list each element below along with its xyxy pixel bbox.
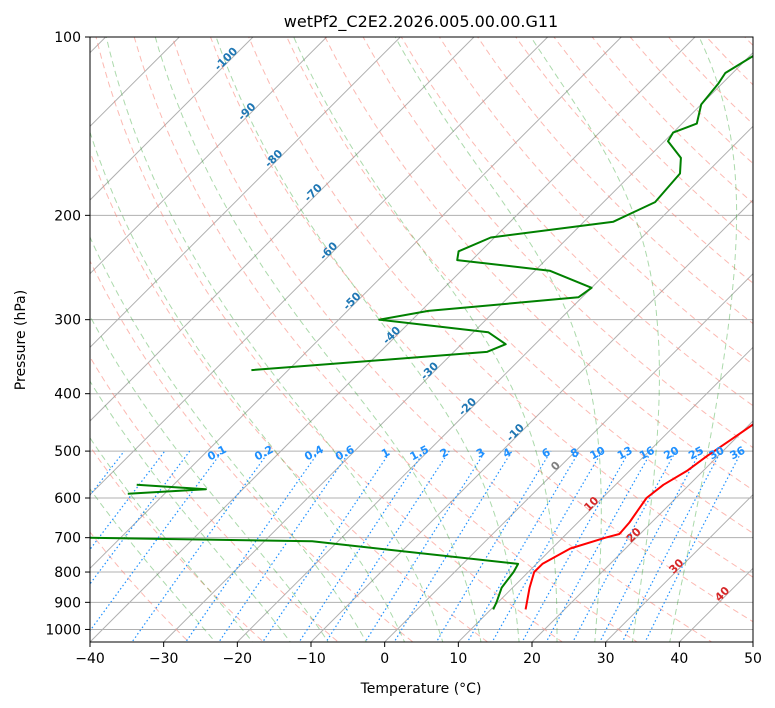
moist-adiabat [394, 37, 602, 642]
dry-adiabat [90, 356, 339, 642]
mixing-ratio-label: 36 [728, 444, 748, 463]
mixing-ratio-line [393, 450, 513, 642]
dry-adiabat [324, 37, 753, 491]
mixing-ratio-line [599, 450, 702, 642]
isotherm-line [90, 37, 401, 349]
mixing-ratio-line [364, 450, 486, 642]
y-tick-label: 900 [54, 595, 81, 611]
dewpoint-spike [127, 483, 207, 495]
isotherm-line [90, 37, 622, 570]
moist-adiabat [669, 37, 738, 642]
isotherm-line [90, 37, 696, 642]
moist-adiabat [90, 436, 254, 642]
x-tick-label: −30 [149, 651, 179, 667]
dewpoint-upper-profile [251, 54, 753, 372]
x-tick-label: −40 [75, 651, 105, 667]
mixing-ratio-label: 30 [707, 444, 727, 463]
y-tick-label: 100 [54, 30, 81, 46]
x-tick-label: 30 [597, 651, 615, 667]
moist-adiabat [90, 130, 406, 642]
dewpoint-profile [90, 536, 520, 610]
y-tick-label: 500 [54, 444, 81, 460]
isotherm-line [90, 37, 254, 201]
moist-adiabat [90, 488, 216, 642]
dry-adiabat [515, 37, 753, 284]
moist-adiabat [105, 37, 444, 642]
mixing-ratio-label: 13 [615, 444, 635, 463]
moist-adiabat [293, 37, 558, 642]
mixing-ratio-line [466, 450, 580, 642]
mixing-ratio-line [262, 450, 392, 642]
x-tick-label: 10 [449, 651, 467, 667]
moist-adiabat [530, 37, 660, 642]
isotherm-line [90, 37, 328, 275]
y-tick-label: 300 [54, 313, 81, 329]
dry-adiabat [133, 37, 638, 642]
dry-adiabat [248, 37, 753, 578]
isotherm-line [236, 125, 753, 642]
moist-adiabat [215, 37, 520, 642]
dry-adiabat [171, 37, 713, 642]
x-axis-title: Temperature (°C) [360, 681, 482, 697]
isotherm-line [90, 37, 549, 496]
dry-adiabat [362, 37, 753, 449]
y-tick-label: 600 [54, 491, 81, 507]
temperature-profile [524, 423, 753, 610]
x-tick-label: 40 [670, 651, 688, 667]
mixing-ratio-label: 20 [662, 444, 682, 463]
moist-adiabat [90, 235, 367, 642]
mixing-ratio-line [298, 450, 425, 642]
dry-adiabat [90, 531, 190, 642]
dry-adiabat [95, 37, 564, 642]
mixing-ratio-line [325, 450, 450, 642]
isotherm-line [384, 272, 753, 642]
mixing-ratio-line [131, 450, 270, 642]
dry-adiabat [90, 445, 265, 642]
grid-layer [90, 37, 753, 642]
isotherm-line [457, 346, 753, 642]
moist-adiabat [90, 380, 291, 642]
mixing-ratio-line [491, 450, 603, 642]
y-tick-label: 1000 [45, 622, 81, 638]
dry-adiabat [90, 259, 414, 642]
plot-frame [89, 36, 754, 643]
y-tick-label: 400 [54, 387, 81, 403]
mixing-ratio-line [218, 450, 351, 642]
y-tick-label: 700 [54, 531, 81, 547]
y-tick-label: 800 [54, 565, 81, 581]
chart-title: wetPf2_C2E2.2026.005.00.00.G11 [284, 12, 558, 32]
moist-adiabat [90, 314, 329, 642]
mixing-ratio-label: 10 [588, 444, 608, 463]
isotherm-line [310, 199, 753, 642]
mixing-ratio-line [435, 450, 552, 642]
moist-adiabat [154, 37, 482, 642]
isotherm-line [605, 493, 753, 642]
mixing-ratio-label: 25 [686, 444, 706, 463]
dry-adiabat [90, 150, 489, 642]
data-layer [90, 54, 753, 610]
dry-adiabat [286, 37, 753, 534]
x-tick-label: 20 [523, 651, 541, 667]
x-tick-label: −20 [223, 651, 253, 667]
dry-adiabat [209, 37, 753, 623]
x-tick-label: 50 [744, 651, 762, 667]
mixing-ratio-line [545, 450, 653, 642]
y-axis-title: Pressure (hPa) [13, 290, 29, 390]
x-tick-label: 0 [380, 651, 389, 667]
isotherm-line [90, 37, 475, 422]
isotherm-line [531, 420, 753, 642]
axis-layer: −40 −30 −20 −10 0 10 20 30 40 50 100 200 300 400 500 60… [45, 30, 762, 667]
mixing-ratio-line [572, 450, 677, 642]
mixing-ratio-label: 16 [637, 444, 657, 463]
x-tick-label: −10 [296, 651, 326, 667]
y-tick-label: 200 [54, 208, 81, 224]
